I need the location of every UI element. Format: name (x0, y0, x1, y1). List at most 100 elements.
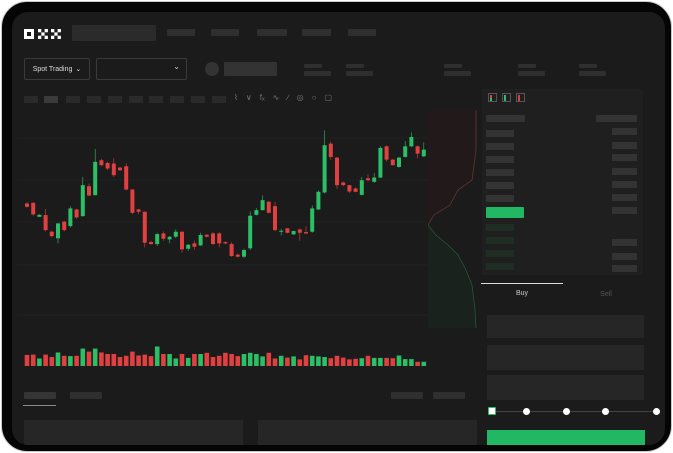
candle (111, 163, 116, 176)
volume-bar (136, 355, 141, 366)
slider-step-50[interactable] (563, 408, 570, 415)
ask-price[interactable] (486, 156, 514, 163)
indicator-icon[interactable]: ∨ (245, 93, 252, 102)
candle (130, 189, 135, 213)
candle (322, 145, 327, 193)
interval-button[interactable] (129, 96, 143, 103)
both-sides-icon[interactable] (488, 93, 497, 102)
interval-button[interactable] (66, 96, 80, 103)
tab-buy[interactable]: Buy (515, 290, 529, 297)
interval-button[interactable] (44, 96, 58, 103)
filter-button[interactable] (433, 392, 465, 399)
candle (136, 209, 141, 212)
slider-handle[interactable] (488, 407, 496, 415)
candle (235, 254, 240, 257)
spot-trading-label: Spot Trading (32, 65, 73, 73)
interval-button[interactable] (149, 96, 163, 103)
volume-bar (37, 358, 42, 366)
eye-icon[interactable]: ○ (311, 93, 317, 102)
ask-price[interactable] (486, 130, 514, 137)
spot-trading-dropdown[interactable]: Spot Trading ⌄ (24, 58, 90, 80)
pair-selector[interactable]: ⌄ (96, 58, 187, 80)
candle (93, 161, 98, 196)
candle (359, 180, 364, 195)
bid-price[interactable] (486, 263, 514, 270)
candle (273, 206, 277, 231)
slider-step-75[interactable] (602, 408, 609, 415)
last-price-badge (486, 207, 524, 218)
candle (74, 209, 79, 218)
candle (304, 232, 308, 234)
nav-item[interactable] (167, 29, 195, 36)
asks-only-icon[interactable] (516, 93, 525, 102)
ask-amount[interactable] (612, 194, 637, 201)
volume-bar (415, 361, 420, 366)
volume-bar (254, 354, 259, 366)
candle (149, 242, 153, 245)
bid-price[interactable] (486, 250, 514, 257)
candle (229, 244, 234, 257)
filter-button[interactable] (391, 392, 423, 399)
volume-bar (285, 357, 290, 366)
interval-button[interactable] (108, 96, 122, 103)
volume-bar (185, 357, 191, 366)
bids-only-icon[interactable] (502, 93, 511, 102)
volume-bar (192, 354, 197, 366)
bid-price[interactable] (486, 224, 514, 231)
bid-amount[interactable] (612, 253, 637, 260)
ask-amount[interactable] (612, 181, 637, 188)
amount-input[interactable] (487, 345, 644, 370)
fx-icon[interactable]: fₓ (259, 93, 265, 102)
nav-item[interactable] (257, 29, 287, 36)
candle (105, 162, 110, 169)
bid-amount[interactable] (612, 265, 637, 272)
candle (161, 233, 166, 239)
volume-bar (260, 356, 265, 366)
slider-step-25[interactable] (523, 408, 530, 415)
bid-price[interactable] (486, 237, 514, 244)
interval-button[interactable] (170, 96, 184, 103)
ask-price[interactable] (486, 182, 514, 189)
tab-order-history[interactable] (70, 392, 102, 399)
ask-amount[interactable] (612, 207, 637, 214)
ask-amount[interactable] (612, 168, 637, 175)
price-input[interactable] (487, 315, 644, 338)
amount-slider-track[interactable] (491, 411, 656, 412)
volume-bar (297, 359, 303, 366)
ask-price[interactable] (486, 195, 514, 202)
interval-button[interactable] (87, 96, 101, 103)
nav-item[interactable] (348, 29, 376, 36)
nav-item[interactable] (211, 29, 239, 36)
tab-sell[interactable]: Sell (600, 291, 612, 298)
search-bar[interactable] (72, 25, 156, 41)
interval-button[interactable] (212, 96, 226, 103)
trend-line-icon[interactable]: ∿ (272, 93, 280, 102)
screenshot-icon[interactable]: ▢ (324, 93, 333, 102)
volume-bar (328, 358, 334, 366)
candle (297, 229, 302, 233)
volume-bar (117, 357, 123, 366)
interval-button[interactable] (24, 96, 38, 103)
buy-button[interactable] (487, 430, 645, 445)
ask-price[interactable] (486, 169, 514, 176)
interval-button[interactable] (191, 96, 205, 103)
volume-bar (421, 361, 427, 366)
bid-amount[interactable] (612, 239, 637, 246)
tab-open-orders[interactable] (24, 392, 56, 399)
ask-amount[interactable] (612, 142, 637, 149)
brush-icon[interactable]: ∕ (287, 93, 289, 102)
ask-price[interactable] (486, 143, 514, 150)
magnet-icon[interactable]: ◎ (296, 93, 304, 102)
volume-bar (99, 352, 104, 366)
candle (56, 223, 60, 239)
line-style-icon[interactable]: ⌇ (234, 93, 238, 102)
stat-label (346, 64, 364, 68)
total-input[interactable] (487, 375, 644, 400)
candle (37, 214, 42, 217)
ask-amount[interactable] (612, 154, 637, 161)
nav-item[interactable] (302, 29, 331, 36)
slider-step-100[interactable] (653, 408, 660, 415)
ask-amount[interactable] (612, 128, 637, 135)
orderbook-view-toggle (488, 93, 525, 102)
volume-bar (92, 348, 98, 366)
